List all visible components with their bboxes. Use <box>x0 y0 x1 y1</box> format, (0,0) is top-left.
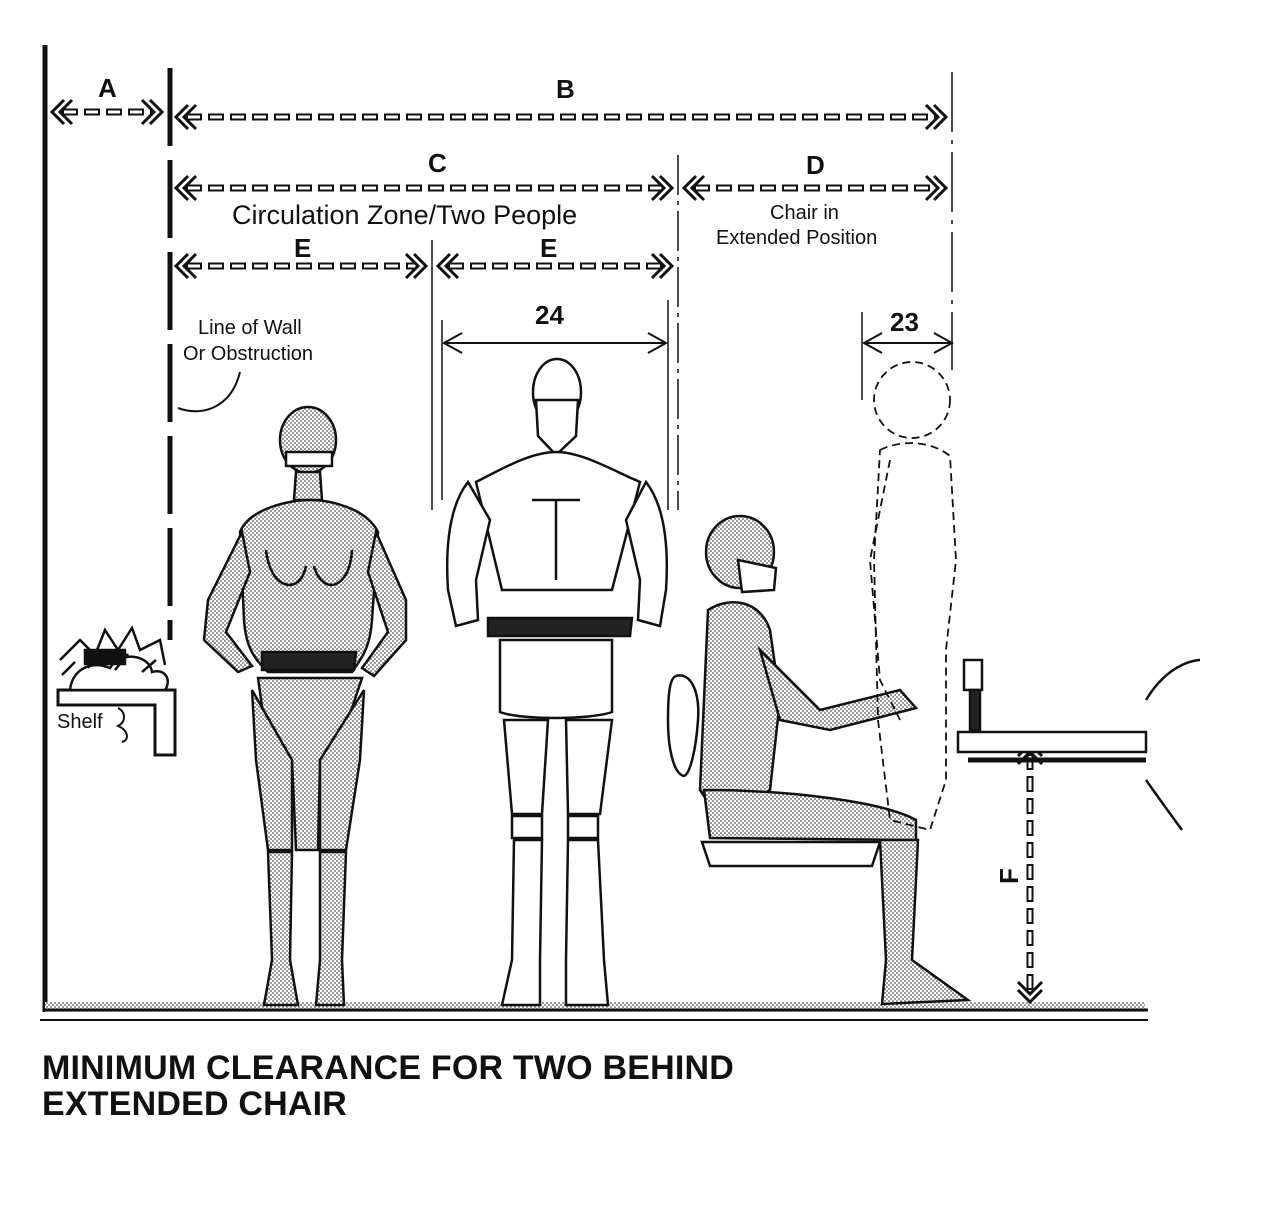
dimension-arrows <box>49 98 1044 1005</box>
dim-d-arrow-left <box>681 174 706 202</box>
floor-texture <box>45 1002 1145 1012</box>
dim-e1-arrow-right <box>404 252 429 280</box>
structure: Shelf Line of Wall Or Obstruction <box>40 45 1148 1021</box>
caption-line1: MINIMUM CLEARANCE FOR TWO BEHIND <box>42 1049 735 1087</box>
plant <box>59 625 169 692</box>
dim-label-23: 23 <box>890 307 919 337</box>
dim-label-c: C <box>428 148 447 178</box>
zone-label: Circulation Zone/Two People <box>232 200 577 230</box>
shelf-leader <box>115 707 128 743</box>
dim-24-arrow-right <box>647 332 669 354</box>
dim-b-arrow-right <box>924 103 949 131</box>
wall-label-line2: Or Obstruction <box>183 343 313 365</box>
dim-a-arrow-right <box>140 98 165 126</box>
wall-leader-line <box>177 371 241 413</box>
chair-label-line2: Extended Position <box>716 227 877 249</box>
dim-f-arrow-bottom <box>1016 980 1044 1005</box>
witness-lines <box>431 72 953 510</box>
caption-line2: EXTENDED CHAIR <box>42 1085 348 1123</box>
dim-label-f: F <box>994 868 1024 884</box>
chair-label-line1: Chair in <box>770 202 839 224</box>
shelf <box>56 688 177 757</box>
dim-e1-arrow-left <box>173 252 198 280</box>
female-figure <box>202 405 408 1007</box>
caption: MINIMUM CLEARANCE FOR TWO BEHIND EXTENDE… <box>42 1050 734 1122</box>
dim-c-arrow-left <box>173 174 198 202</box>
dim-label-24: 24 <box>535 300 564 330</box>
dim-b-arrow-left <box>173 103 198 131</box>
dim-e2-arrow-right <box>650 252 675 280</box>
seated-figure <box>666 514 972 1006</box>
dim-label-b: B <box>556 74 575 104</box>
dim-24-arrow-left <box>441 332 463 354</box>
male-figure <box>445 357 669 1007</box>
dim-label-e1: E <box>294 233 311 263</box>
dim-label-a: A <box>98 73 117 103</box>
dim-d-arrow-right <box>924 174 949 202</box>
dim-a-arrow-left <box>49 98 74 126</box>
dim-23-arrow-right <box>933 332 955 354</box>
ghost-figure <box>869 361 957 832</box>
dim-23-arrow-left <box>861 332 883 354</box>
dim-label-d: D <box>806 150 825 180</box>
dim-e2-arrow-left <box>435 252 460 280</box>
dim-label-e2: E <box>540 233 557 263</box>
table <box>956 658 1201 831</box>
wall-label-line1: Line of Wall <box>198 317 302 339</box>
dim-c-arrow-right <box>650 174 675 202</box>
shelf-label: Shelf <box>57 711 103 733</box>
